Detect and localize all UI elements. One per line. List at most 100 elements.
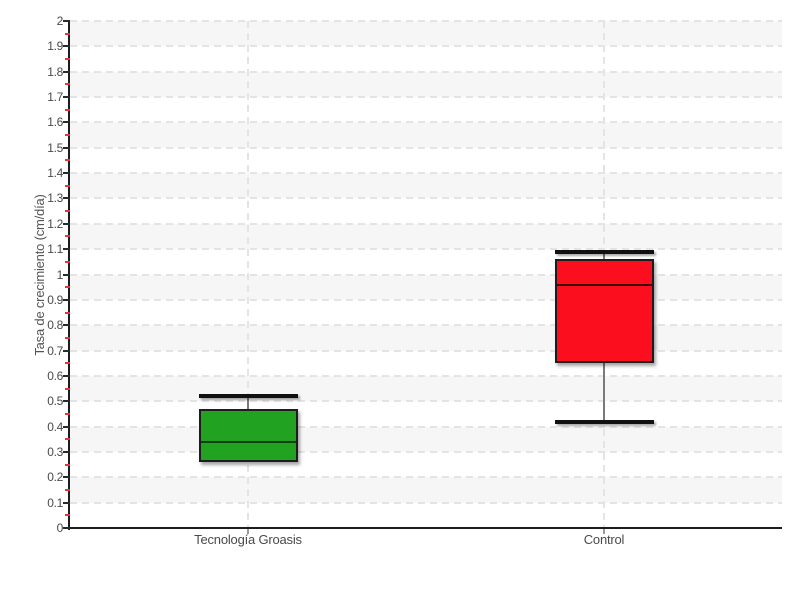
whisker-cap — [554, 249, 654, 254]
grid-band — [70, 122, 782, 148]
y-minor-tick — [65, 235, 70, 238]
h-gridline — [70, 96, 782, 99]
y-major-tick — [63, 450, 70, 453]
y-tick-label: 1.1 — [47, 242, 63, 257]
x-axis-line — [68, 527, 782, 529]
h-gridline — [70, 374, 782, 377]
y-major-tick — [63, 476, 70, 479]
x-axis-tick — [247, 529, 249, 534]
h-gridline — [70, 324, 782, 327]
y-tick-label: 0.7 — [47, 343, 63, 358]
y-major-tick — [63, 374, 70, 377]
h-gridline — [70, 197, 782, 200]
y-major-tick — [63, 324, 70, 327]
y-minor-tick — [65, 159, 70, 162]
x-category-label: Control — [583, 532, 625, 547]
h-gridline — [70, 450, 782, 453]
whisker-cap — [554, 419, 654, 424]
h-gridline — [70, 349, 782, 352]
y-tick-label: 2 — [56, 14, 64, 28]
whisker-stem — [603, 251, 605, 260]
grid-band — [70, 477, 782, 503]
y-major-tick — [63, 197, 70, 200]
y-tick-label: 0.9 — [47, 292, 63, 307]
y-tick-label: 1.6 — [47, 115, 63, 130]
h-gridline — [70, 172, 782, 175]
y-minor-tick — [65, 412, 70, 415]
y-tick-label: 0.1 — [47, 495, 63, 510]
y-tick-label: 0.4 — [47, 419, 63, 434]
grid-band — [70, 325, 782, 351]
y-minor-tick — [65, 32, 70, 35]
v-gridline — [247, 21, 249, 528]
y-major-tick — [63, 20, 70, 22]
y-minor-tick — [65, 210, 70, 213]
median-line — [556, 283, 652, 286]
x-category-label: Tecnología Groasis — [194, 532, 302, 547]
y-minor-tick — [65, 311, 70, 314]
y-minor-tick — [65, 108, 70, 111]
whisker-stem — [603, 363, 605, 422]
y-tick-label: 1.2 — [47, 216, 63, 231]
y-minor-tick — [65, 438, 70, 441]
y-tick-label: 1.9 — [47, 39, 63, 54]
y-minor-tick — [65, 336, 70, 339]
median-line — [200, 440, 296, 443]
y-tick-label: 1.3 — [47, 191, 63, 206]
y-tick-label: 1.7 — [47, 90, 63, 105]
y-major-tick — [63, 425, 70, 428]
h-gridline — [70, 501, 782, 504]
y-major-tick — [63, 222, 70, 225]
h-gridline — [70, 298, 782, 301]
y-tick-label: 0.2 — [47, 470, 63, 485]
box[interactable] — [554, 259, 654, 364]
y-tick-label: 0.6 — [47, 368, 63, 383]
h-gridline — [70, 121, 782, 124]
y-tick-label: 0 — [56, 521, 64, 535]
y-minor-tick — [65, 387, 70, 390]
grid-band — [70, 375, 782, 402]
h-gridline — [70, 45, 782, 48]
y-major-tick — [63, 121, 70, 124]
y-tick-label: 0.5 — [47, 394, 63, 409]
y-major-tick — [63, 273, 70, 276]
y-minor-tick — [65, 463, 70, 466]
y-minor-tick — [65, 514, 70, 517]
y-major-tick — [63, 349, 70, 352]
whisker-stem — [247, 396, 249, 409]
y-major-tick — [63, 527, 70, 529]
grid-band — [70, 173, 782, 199]
y-tick-label: 1.8 — [47, 64, 63, 79]
y-major-tick — [63, 45, 70, 48]
y-minor-tick — [65, 134, 70, 137]
h-gridline — [70, 476, 782, 479]
y-tick-label: 0.8 — [47, 318, 63, 333]
grid-band — [70, 21, 782, 47]
h-gridline — [70, 20, 782, 22]
h-gridline — [70, 70, 782, 73]
x-axis-tick — [603, 529, 605, 534]
y-minor-tick — [65, 83, 70, 86]
y-minor-tick — [65, 184, 70, 187]
y-major-tick — [63, 70, 70, 73]
y-minor-tick — [65, 488, 70, 491]
h-gridline — [70, 248, 782, 251]
h-gridline — [70, 273, 782, 276]
y-major-tick — [63, 146, 70, 149]
whisker-cap — [198, 394, 298, 399]
h-gridline — [70, 222, 782, 225]
grid-band — [70, 426, 782, 452]
y-major-tick — [63, 248, 70, 251]
grid-band — [70, 274, 782, 300]
y-major-tick — [63, 501, 70, 504]
y-minor-tick — [65, 362, 70, 365]
box[interactable] — [198, 408, 298, 463]
y-tick-label: 1.4 — [47, 166, 63, 181]
h-gridline — [70, 400, 782, 403]
y-tick-label: 1 — [56, 267, 64, 282]
grid-band — [70, 223, 782, 250]
h-gridline — [70, 425, 782, 428]
y-minor-tick — [65, 260, 70, 263]
y-minor-tick — [65, 58, 70, 61]
